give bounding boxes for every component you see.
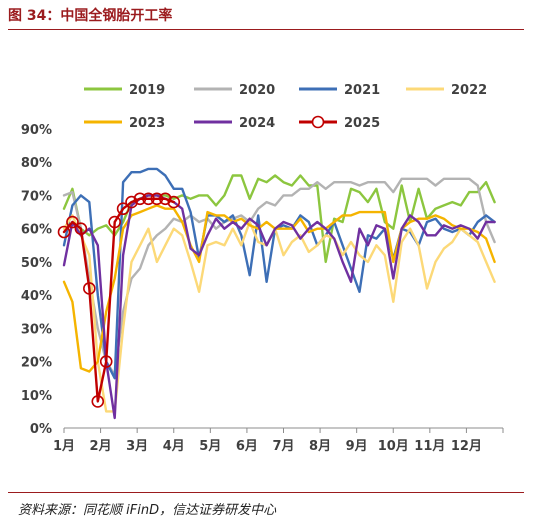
x-tick-label: 8月 bbox=[309, 439, 331, 454]
x-axis: 1月 2月 3月 4月 5月 6月 7月 8月 9月 10月 11月 12月 bbox=[53, 427, 504, 454]
legend-item-2022: 2022 bbox=[406, 83, 487, 98]
series-line-2021 bbox=[62, 167, 496, 380]
y-tick-label: 20% bbox=[21, 356, 52, 371]
y-tick-label: 10% bbox=[21, 389, 52, 404]
title-rule bbox=[8, 29, 524, 30]
data-point-2025 bbox=[91, 395, 105, 408]
y-tick-label: 60% bbox=[21, 223, 52, 238]
x-tick-label: 2月 bbox=[90, 439, 112, 454]
series-line-2023 bbox=[62, 204, 496, 373]
legend-marker bbox=[311, 115, 325, 129]
x-tick-label: 12月 bbox=[451, 439, 482, 454]
series-line-2025 bbox=[62, 197, 176, 403]
x-tick-label: 7月 bbox=[272, 439, 294, 454]
series-line-2022 bbox=[62, 214, 496, 413]
chart-legend: 2019 2020 2021 2022 2023 2024 2025 bbox=[84, 83, 487, 131]
y-tick-label: 40% bbox=[21, 289, 52, 304]
data-point-2025 bbox=[159, 192, 172, 206]
source-note: 资料来源：同花顺 iFinD，信达证券研发中心 bbox=[18, 503, 277, 518]
x-tick-label: 6月 bbox=[236, 439, 258, 454]
legend-label: 2020 bbox=[239, 83, 275, 98]
y-tick-label: 70% bbox=[21, 189, 52, 204]
y-tick-label: 80% bbox=[21, 156, 52, 171]
data-point-2025 bbox=[108, 215, 121, 229]
legend-label: 2024 bbox=[239, 116, 275, 131]
x-tick-label: 1月 bbox=[53, 439, 75, 454]
data-point-2025 bbox=[142, 192, 155, 206]
legend-item-2021: 2021 bbox=[299, 83, 380, 98]
legend-item-2019: 2019 bbox=[84, 83, 165, 98]
y-tick-label: 0% bbox=[30, 422, 52, 437]
data-point-2025 bbox=[57, 225, 71, 239]
data-point-2025 bbox=[66, 215, 79, 229]
legend-item-2020: 2020 bbox=[194, 83, 275, 98]
x-tick-label: 10月 bbox=[378, 439, 409, 454]
legend-label: 2023 bbox=[129, 116, 165, 131]
legend-label: 2021 bbox=[344, 83, 380, 98]
source-rule bbox=[8, 492, 524, 493]
x-tick-label: 3月 bbox=[126, 439, 148, 454]
series-line-2020 bbox=[62, 177, 496, 376]
y-tick-label: 50% bbox=[21, 256, 52, 271]
x-tick-label: 9月 bbox=[346, 439, 368, 454]
data-point-2025 bbox=[125, 195, 138, 209]
data-point-2025 bbox=[116, 202, 130, 216]
figure-title: 图 34：中国全钢胎开工率 bbox=[8, 8, 173, 24]
data-point-2025 bbox=[150, 192, 164, 206]
legend-item-2024: 2024 bbox=[194, 116, 275, 131]
data-point-2025 bbox=[167, 195, 181, 209]
data-point-2025 bbox=[83, 282, 96, 295]
line-chart: 2019 2020 2021 2022 2023 2024 2025 90% 80% 70% 60… bbox=[21, 83, 504, 454]
x-tick-label: 4月 bbox=[163, 439, 185, 454]
y-tick-label: 90% bbox=[21, 123, 52, 138]
legend-label: 2025 bbox=[344, 116, 380, 131]
legend-label: 2019 bbox=[129, 83, 165, 98]
data-point-2025 bbox=[99, 355, 113, 368]
x-tick-label: 11月 bbox=[414, 439, 445, 454]
y-axis: 90% 80% 70% 60% 50% 40% 30% 20% 10% 0% bbox=[21, 123, 52, 437]
y-tick-label: 30% bbox=[21, 322, 52, 337]
data-point-2025 bbox=[74, 222, 88, 235]
legend-label: 2022 bbox=[451, 83, 487, 98]
plot-area bbox=[57, 167, 496, 420]
data-point-2025 bbox=[133, 192, 147, 206]
legend-item-2023: 2023 bbox=[84, 116, 165, 131]
x-tick-label: 5月 bbox=[199, 439, 221, 454]
legend-item-2025: 2025 bbox=[299, 115, 380, 131]
